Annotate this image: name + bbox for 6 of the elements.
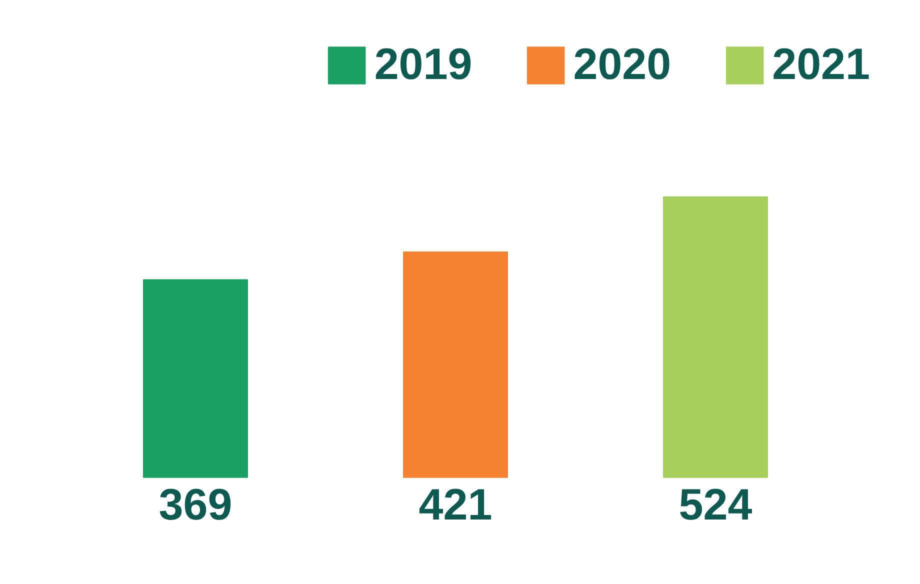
data-label: 524 bbox=[678, 480, 753, 530]
data-label: 369 bbox=[158, 480, 232, 530]
legend-label: 2020 bbox=[573, 40, 672, 90]
data-label: 421 bbox=[418, 480, 492, 530]
legend-label: 2021 bbox=[772, 40, 870, 90]
legend-label: 2019 bbox=[374, 40, 472, 90]
